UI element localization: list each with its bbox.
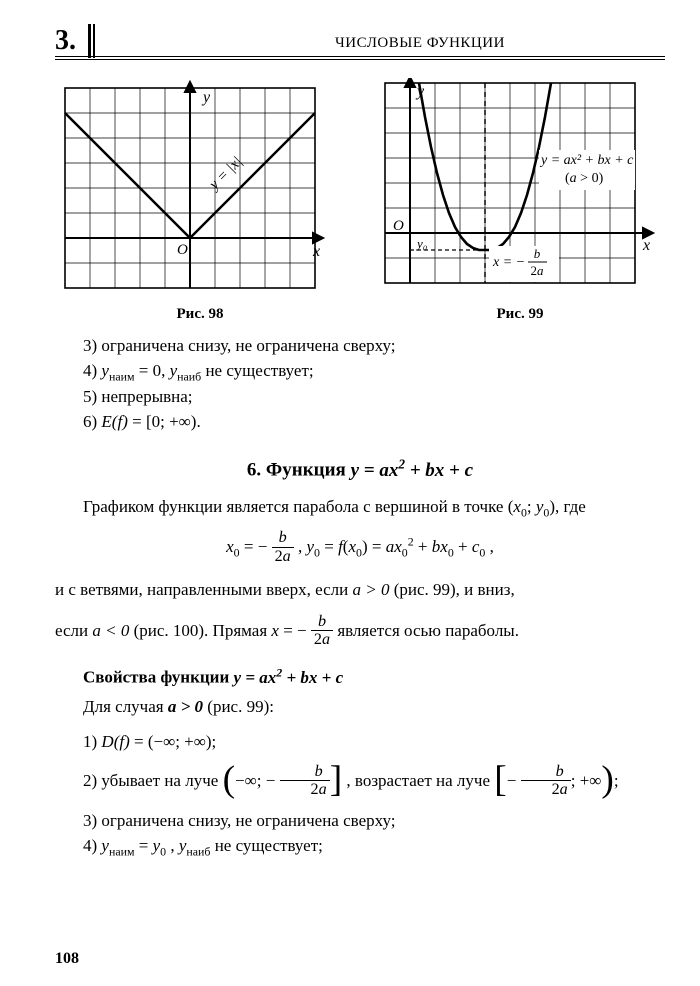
section-6-heading: 6. Функция y = ax2 + bx + c bbox=[55, 456, 665, 481]
fig99-caption: Рис. 99 bbox=[375, 306, 665, 323]
fig99-svg: y x O y₀ y = ax² + bx + c (a > 0) x = − … bbox=[375, 78, 665, 298]
fig98-caption: Рис. 98 bbox=[55, 306, 345, 323]
figure-98: y x O y = |x| Рис. 98 bbox=[55, 78, 345, 323]
figures-row: y x O y = |x| Рис. 98 bbox=[55, 78, 665, 323]
prop-3: 3) ограничена снизу, не ограничена сверх… bbox=[55, 335, 665, 358]
header-rule-1 bbox=[88, 24, 91, 58]
svg-text:O: O bbox=[177, 242, 188, 258]
prop-5: 5) непрерывна; bbox=[55, 386, 665, 409]
page-number: 108 bbox=[55, 950, 79, 968]
paragraph-2: и с ветвями, направленными вверх, если a… bbox=[55, 579, 665, 650]
svg-text:2a: 2a bbox=[531, 263, 545, 278]
header-rule-2 bbox=[93, 24, 95, 58]
bprop-1: 1) D(f) = (−∞; +∞); bbox=[55, 731, 665, 754]
bprop-4: 4) yнаим = y0 , yнаиб не существует; bbox=[55, 835, 665, 859]
bprop-3: 3) ограничена снизу, не ограничена сверх… bbox=[55, 810, 665, 833]
figure-99: y x O y₀ y = ax² + bx + c (a > 0) x = − … bbox=[375, 78, 665, 323]
svg-text:x: x bbox=[312, 243, 320, 260]
svg-text:x = −: x = − bbox=[492, 255, 525, 270]
properties-top: 3) ограничена снизу, не ограничена сверх… bbox=[55, 335, 665, 434]
paragraph-1: Графиком функции является парабола с вер… bbox=[55, 496, 665, 520]
svg-text:y = ax² + bx + c: y = ax² + bx + c bbox=[539, 153, 634, 168]
svg-text:b: b bbox=[534, 246, 541, 261]
svg-text:x: x bbox=[642, 237, 650, 254]
formula-vertex: x0 = − b2a , y0 = f(x0) = ax02 + bx0 + c… bbox=[55, 530, 665, 567]
svg-text:y: y bbox=[415, 83, 425, 100]
svg-text:O: O bbox=[393, 218, 404, 234]
bprop-2: 2) убывает на луче (−∞; − b2a] , возраст… bbox=[55, 764, 665, 801]
chapter-number: 3. bbox=[55, 25, 76, 57]
svg-text:y₀: y₀ bbox=[415, 236, 427, 251]
svg-text:y: y bbox=[201, 89, 211, 106]
page-header: 3. ЧИСЛОВЫЕ ФУНКЦИИ bbox=[55, 20, 665, 60]
prop-6: 6) E(f) = [0; +∞). bbox=[55, 411, 665, 434]
properties-bottom: 1) D(f) = (−∞; +∞); 2) убывает на луче (… bbox=[55, 731, 665, 860]
chapter-title: ЧИСЛОВЫЕ ФУНКЦИИ bbox=[175, 35, 665, 52]
properties-heading: Свойства функции y = ax2 + bx + c Для сл… bbox=[55, 664, 665, 719]
svg-text:(a > 0): (a > 0) bbox=[565, 171, 604, 186]
fig98-svg: y x O y = |x| bbox=[55, 78, 335, 298]
prop-4: 4) yнаим = 0, yнаиб не существует; bbox=[55, 360, 665, 384]
